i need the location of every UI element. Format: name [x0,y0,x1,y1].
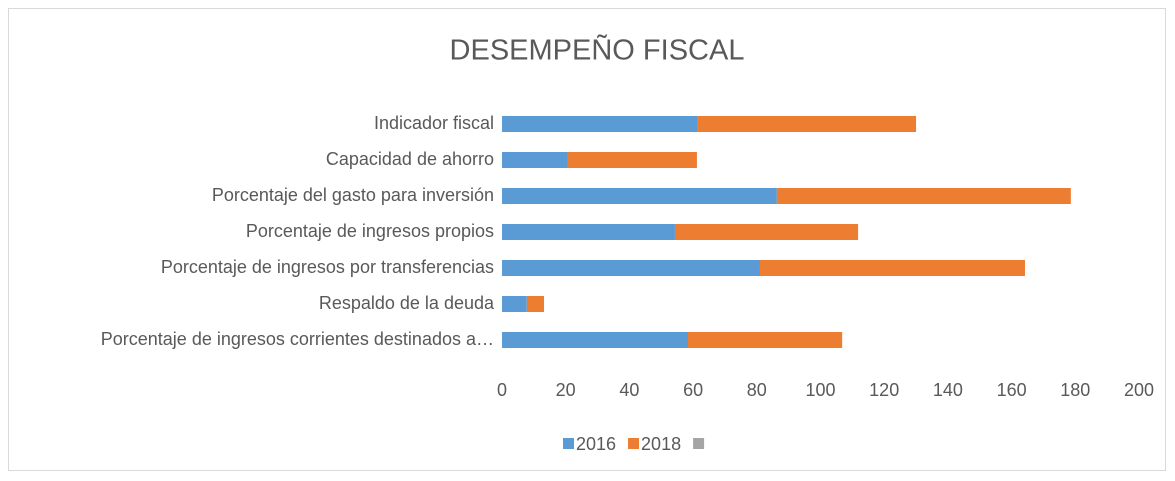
bar-segment [674,224,859,240]
x-tick-label: 180 [1060,380,1090,400]
bar-segment [759,260,1025,276]
bar-segment [688,332,843,348]
legend-swatch [693,438,705,449]
bar-segment [502,296,527,312]
x-tick-label: 100 [805,380,835,400]
chart-title: DESEMPEÑO FISCAL [450,33,745,67]
legend-swatch [628,438,640,449]
bar-segment [697,116,917,132]
y-tick-label: Porcentaje del gasto para inversión [212,185,494,205]
bar-segment [502,224,675,240]
y-tick-label: Respaldo de la deuda [319,293,495,313]
x-tick-label: 20 [556,380,576,400]
x-tick-label: 60 [683,380,703,400]
y-tick-label: Capacidad de ahorro [326,149,494,169]
x-tick-label: 40 [619,380,639,400]
bar-segment [502,116,698,132]
bar-segment [567,152,697,168]
x-tick-label: 140 [933,380,963,400]
legend-swatch [563,438,574,449]
bar-segment [502,188,777,204]
y-tick-label: Indicador fiscal [374,113,494,133]
bar-segment [502,332,689,348]
bar-segment [502,260,760,276]
legend-label: 2018 [641,434,681,454]
x-tick-label: 120 [869,380,899,400]
bar-segment [526,296,545,312]
x-tick-label: 80 [747,380,767,400]
y-tick-label: Porcentaje de ingresos propios [246,221,494,241]
y-tick-label: Porcentaje de ingresos corrientes destin… [101,329,494,349]
x-tick-label: 200 [1124,380,1154,400]
legend-label: 2016 [576,434,616,454]
x-tick-label: 0 [497,380,507,400]
x-tick-label: 160 [997,380,1027,400]
y-tick-label: Porcentaje de ingresos por transferencia… [161,257,494,277]
bar-segment [776,188,1071,204]
bar-segment [502,152,568,168]
